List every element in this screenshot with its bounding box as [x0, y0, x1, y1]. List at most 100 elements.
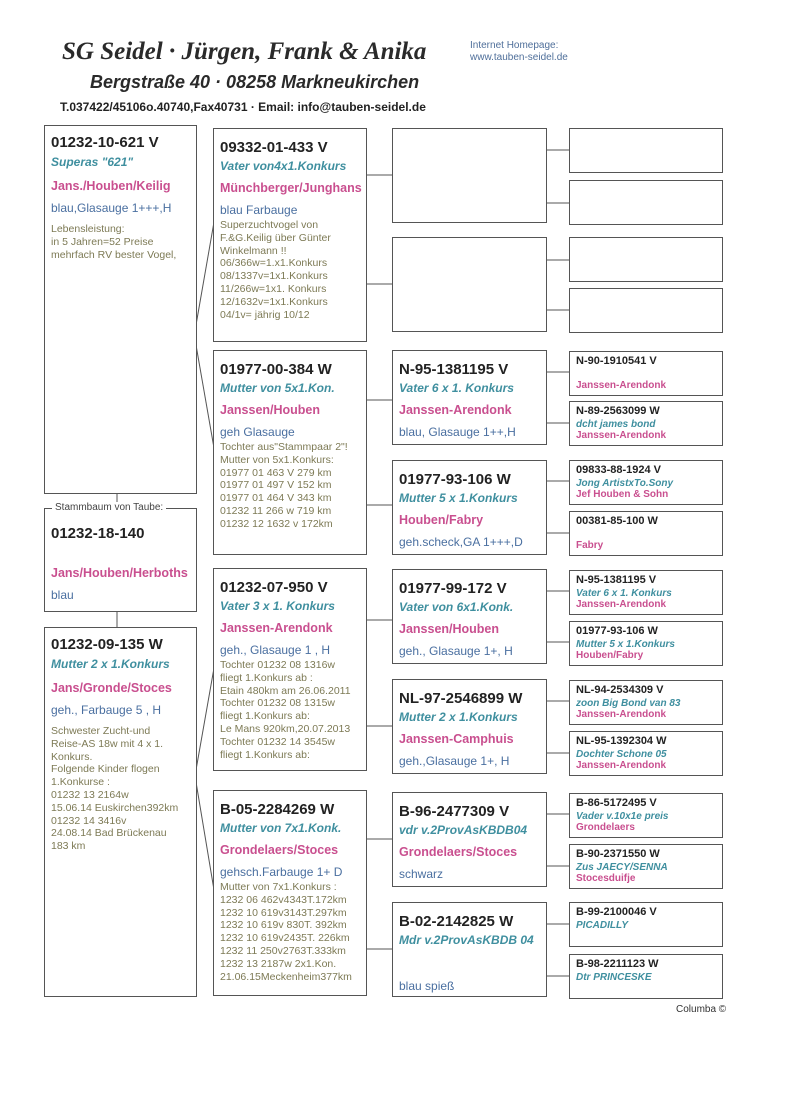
pigeon-ring: 01977-99-172 V: [399, 580, 507, 597]
pigeon-color: blau: [51, 588, 74, 602]
pigeon-notes: Lebensleistung: in 5 Jahren=52 Preise me…: [51, 223, 177, 261]
address: Bergstraße 40 · 08258 Markneukirchen: [90, 72, 420, 92]
pigeon-notes: Tochter 01232 08 1316w fliegt 1.Konkurs …: [220, 659, 351, 761]
pigeon-color: blau Farbauge: [220, 203, 298, 217]
pigeon-name: Mutter 5 x 1.Konkurs: [576, 638, 675, 650]
pigeon-ring: N-95-1381195 V: [576, 574, 657, 586]
pigeon-ring: 01977-93-106 W: [399, 471, 511, 488]
pigeon-strain: Münchberger/Junghans: [220, 181, 362, 195]
pigeon-ring: 01977-93-106 W: [576, 625, 658, 637]
great-grandparent-box: [569, 288, 723, 333]
pigeon-strain: Janssen-Arendonk: [220, 621, 333, 635]
pigeon-ring: 00381-85-100 W: [576, 515, 658, 527]
pigeon-ring: B-90-2371550 W: [576, 848, 660, 860]
pigeon-ring: NL-95-1392304 W: [576, 735, 667, 747]
pigeon-ring: B-99-2100046 V: [576, 906, 657, 918]
pigeon-color: geh., Farbauge 5 , H: [51, 703, 162, 717]
pigeon-strain: Janssen-Arendonk: [576, 760, 667, 772]
great-grandparent-box: B-86-5172495 V Vader v.10x1e preis Grondel…: [569, 793, 723, 838]
pigeon-strain: Grondelaers: [576, 822, 635, 834]
connector-line: [195, 344, 215, 449]
pigeon-strain: Stocesduifje: [576, 873, 636, 885]
pigeon-notes: Tochter aus"Stammpaar 2"! Mutter von 5x1…: [220, 441, 348, 530]
subject-box: 01232-18-140 Jans/Houben/Herboths blau: [44, 508, 197, 612]
breeder-title: SG Seidel · Jürgen, Frank & Anika: [62, 38, 427, 65]
homepage-label: Internet Homepage:: [470, 40, 559, 51]
great-grandparent-box: B-99-2100046 V PICADILLY: [569, 902, 723, 947]
pigeon-name: Mdr v.2ProvAsKBDB 04: [399, 933, 534, 947]
pigeon-strain: Janssen/Houben: [220, 403, 321, 417]
pigeon-name: Zus JAECY/SENNA: [576, 861, 668, 873]
pigeon-strain: Janssen-Arendonk: [576, 599, 667, 611]
pigeon-ring: 09332-01-433 V: [220, 139, 328, 156]
great-grandparent-box: B-90-2371550 W Zus JAECY/SENNA Stocesduifj…: [569, 844, 723, 889]
ancestor-box: B-02-2142825 W Mdr v.2ProvAsKBDB 04 blau s…: [392, 902, 547, 997]
pigeon-color: blau,Glasauge 1+++,H: [51, 201, 172, 215]
ancestor-box: B-96-2477309 V vdr v.2ProvAsKBDB04 Grondel…: [392, 792, 547, 887]
great-grandparent-box: N-95-1381195 V Vater 6 x 1. Konkurs Jansse…: [569, 570, 723, 615]
pigeon-ring: 01232-18-140: [51, 525, 145, 542]
pigeon-name: Dochter Schone 05: [576, 748, 667, 760]
pigeon-name: Vater von 6x1.Konk.: [399, 600, 514, 614]
pigeon-ring: B-98-2211123 W: [576, 958, 659, 970]
homepage-link[interactable]: www.tauben-seidel.de: [470, 52, 568, 63]
pigeon-ring: 01977-00-384 W: [220, 361, 332, 378]
pigeon-name: [576, 529, 716, 541]
pigeon-color: geh.,Glasauge 1+, H: [399, 754, 510, 768]
pigeon-ring: N-89-2563099 W: [576, 405, 660, 417]
footer-credit: Columba ©: [676, 1004, 727, 1015]
pigeon-name: Vater von4x1.Konkurs: [220, 159, 347, 173]
pigeon-ring: NL-97-2546899 W: [399, 690, 523, 707]
pigeon-strain: Jans/Houben/Herboths: [51, 566, 188, 580]
great-grandparent-box: 00381-85-100 W Fabry: [569, 511, 723, 556]
pigeon-name: vdr v.2ProvAsKBDB04: [399, 823, 528, 837]
ancestor-box: 01977-99-172 V Vater von 6x1.Konk. Janssen…: [392, 569, 547, 664]
pigeon-ring: N-90-1910541 V: [576, 355, 657, 367]
pigeon-strain: Janssen-Arendonk: [399, 403, 512, 417]
pigeon-ring: 09833-88-1924 V: [576, 464, 662, 476]
pigeon-strain: Houben/Fabry: [399, 513, 484, 527]
pigeon-name: Vater 6 x 1. Konkurs: [576, 587, 672, 599]
pigeon-name: Mutter von 7x1.Konk.: [220, 821, 342, 835]
pigeon-strain: Janssen-Camphuis: [399, 732, 514, 746]
pigeon-color: blau, Glasauge 1++,H: [399, 425, 516, 439]
pigeon-color: geh Glasauge: [220, 425, 295, 439]
pigeon-ring: B-86-5172495 V: [576, 797, 657, 809]
pigeon-color: blau spieß: [399, 979, 455, 993]
great-grandparent-box: 01977-93-106 W Mutter 5 x 1.Konkurs Houben…: [569, 621, 723, 666]
pigeon-strain: Janssen-Arendonk: [576, 430, 667, 442]
pigeon-notes: Schwester Zucht-und Reise-AS 18w mit 4 x…: [51, 725, 179, 853]
pigeon-ring: NL-94-2534309 V: [576, 684, 664, 696]
pigeon-name: Mutter 2 x 1.Konkurs: [399, 710, 518, 724]
ancestor-box: [392, 128, 547, 223]
stammbaum-label: Stammbaum von Taube:: [52, 502, 167, 513]
great-grandparent-box: [569, 237, 723, 282]
pigeon-name: Dtr PRINCESKE: [576, 971, 652, 983]
sire-box: 01232-10-621 V Superas "621" Jans./Houben/…: [44, 125, 197, 494]
pigeon-ring: B-05-2284269 W: [220, 801, 335, 818]
pigeon-strain: Jef Houben & Sohn: [576, 489, 669, 501]
pigeon-strain: Janssen/Houben: [399, 622, 500, 636]
connector-line: [195, 667, 215, 771]
pigeon-strain: [576, 983, 716, 995]
pigeon-strain: Houben/Fabry: [576, 650, 644, 662]
pigeon-name: Mutter 2 x 1.Konkurs: [51, 657, 170, 671]
pigeon-strain: Jans./Houben/Keilig: [51, 179, 171, 193]
granddam-box: 01977-00-384 W Mutter von 5x1.Kon. Janssen…: [213, 350, 367, 555]
pigeon-name: [576, 369, 716, 381]
pigeon-notes: Superzuchtvogel von F.&G.Keilig über Gün…: [220, 219, 331, 321]
pigeon-strain: Grondelaers/Stoces: [399, 845, 518, 859]
pigeon-ring: N-95-1381195 V: [399, 361, 509, 378]
pigeon-name: Jong ArtistxTo.Sony: [576, 477, 674, 489]
grandsire-box: 09332-01-433 V Vater von4x1.Konkurs Münchb…: [213, 128, 367, 342]
grandsire-box: 01232-07-950 V Vater 3 x 1. Konkurs Jansse…: [213, 568, 367, 771]
ancestor-box: [392, 237, 547, 332]
pigeon-ring: 01232-07-950 V: [220, 579, 328, 596]
ancestor-box: 01977-93-106 W Mutter 5 x 1.Konkurs Houben…: [392, 460, 547, 555]
connector-line: [195, 781, 215, 891]
pigeon-name: dcht james bond: [576, 418, 656, 430]
pigeon-strain: [399, 955, 540, 973]
great-grandparent-box: N-90-1910541 V Janssen-Arendonk: [569, 351, 723, 396]
